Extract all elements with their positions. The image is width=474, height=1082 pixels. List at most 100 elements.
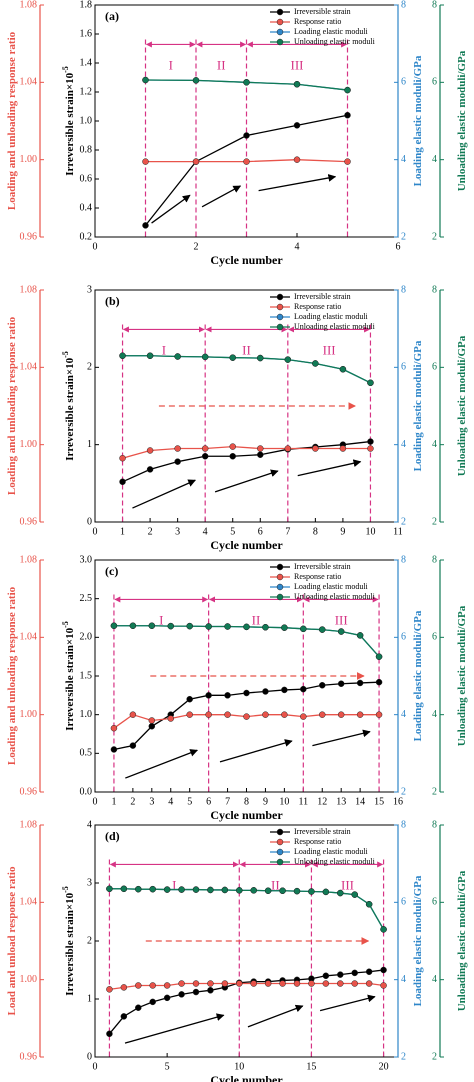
data-point [367, 445, 374, 452]
data-point [148, 622, 156, 629]
x-tick-label: 12 [317, 796, 327, 807]
panel: 0 2 4 6 Cycle number 0.2 0.4 0.6 0.8 1.0 1.2 1.4 1.6… [6, 0, 468, 267]
x-tick-label: 6 [396, 241, 401, 252]
data-point [262, 711, 269, 718]
data-point [312, 360, 319, 367]
data-point [380, 982, 387, 989]
stage-label: I [169, 57, 173, 72]
y4-tick-label: 1.08 [20, 284, 38, 295]
data-point [146, 447, 154, 454]
y2-tick-label: 2 [401, 786, 406, 797]
y-tick-label: 1.4 [80, 57, 93, 68]
legend-marker [276, 303, 284, 311]
legend-marker [276, 563, 284, 571]
legend-marker [276, 313, 284, 321]
axis-label-text: Unloading elastic moduli/GPa [456, 335, 468, 476]
data-point [375, 678, 383, 686]
y3-tick-label: 2 [432, 516, 437, 527]
axis-label-text: Loading and unloading response ratio [6, 31, 18, 210]
legend-marker [276, 828, 284, 836]
series-line [122, 445, 371, 459]
y4-tick-label: 1.08 [20, 0, 38, 10]
legend-label: Loading elastic moduli [294, 582, 369, 591]
x-tick-label: 5 [187, 796, 192, 807]
trend-arrow [201, 185, 242, 208]
data-point [149, 885, 156, 893]
data-point [365, 901, 373, 908]
data-point [337, 680, 345, 687]
data-point [186, 711, 193, 718]
x-tick-label: 13 [336, 796, 346, 807]
trend-arrow [125, 749, 198, 779]
x-tick-label: 10 [365, 526, 375, 537]
trend-arrow [151, 194, 191, 224]
y3-tick-label: 4 [432, 154, 437, 165]
data-point [380, 926, 387, 933]
data-point [221, 980, 229, 987]
axis-label-text: Load and unload response ratio [6, 866, 18, 1015]
data-point [229, 443, 236, 450]
x-tick-label: 0 [93, 796, 98, 807]
y2-tick-label: 2 [401, 1051, 406, 1062]
x-tick-label: 2 [130, 796, 135, 807]
data-point [207, 980, 214, 987]
y4-tick-label: 1.04 [20, 77, 38, 88]
y-tick-label: 0.5 [80, 748, 93, 759]
data-point [192, 980, 200, 987]
data-point [367, 379, 374, 387]
y4-tick-label: 1.04 [20, 897, 38, 908]
data-point [250, 980, 257, 987]
y-axis-label: Irreversible strain×10-5 [61, 66, 76, 176]
legend-marker [276, 593, 284, 601]
axis-label-text: Unloading elastic moduli/GPa [456, 870, 468, 1011]
data-point [192, 77, 200, 84]
y2-axis-label: Loading elastic moduli/GPa [412, 55, 424, 186]
data-point [205, 623, 212, 630]
x-tick-label: 3 [149, 796, 154, 807]
y4-tick-label: 1.08 [20, 819, 38, 830]
x-tick-label: 7 [225, 796, 230, 807]
data-point [110, 622, 118, 629]
x-tick-label: 9 [340, 526, 345, 537]
data-point [351, 891, 358, 898]
trend-arrow [319, 994, 376, 1012]
x-tick-label: 4 [203, 526, 208, 537]
data-point [250, 887, 257, 894]
data-point [257, 451, 264, 458]
y3-tick-label: 8 [432, 554, 437, 565]
x-tick-label: 2 [148, 526, 153, 537]
data-point [351, 969, 358, 977]
axis-label-text: Irreversible strain×10 [64, 892, 76, 995]
axis-label-text: Loading and unloading response ratio [6, 316, 18, 495]
y2-axis-label: Loading elastic moduli/GPa [412, 875, 424, 1006]
y-tick-label: 1 [87, 993, 92, 1004]
data-point [375, 653, 383, 660]
y4-axis-label: Loading and unloading response ratio [6, 586, 18, 765]
data-point [163, 982, 171, 989]
y3-tick-label: 2 [432, 1051, 437, 1062]
axis-label-text: Loading and unloading response ratio [6, 586, 18, 765]
data-point [207, 886, 214, 894]
y-axis-label: Irreversible strain×10-5 [61, 351, 76, 461]
stage-label: I [172, 877, 176, 892]
data-point [106, 885, 113, 893]
data-point [322, 980, 330, 987]
data-point [178, 886, 185, 893]
data-point [351, 980, 358, 987]
data-point [167, 622, 174, 630]
data-point [229, 453, 236, 460]
panel-label: (c) [105, 564, 118, 578]
data-point [300, 713, 307, 720]
axis-label-text: Irreversible strain×10 [64, 72, 76, 175]
data-point [312, 445, 319, 452]
data-point [178, 980, 185, 987]
data-point [264, 887, 272, 894]
legend-marker [276, 293, 284, 301]
y3-tick-label: 6 [432, 632, 437, 643]
data-point [293, 887, 301, 895]
y4-tick-label: 1.00 [20, 154, 38, 165]
data-point [236, 887, 243, 894]
panel-label: (b) [105, 294, 120, 308]
stage-label: III [335, 612, 348, 627]
data-point [243, 713, 250, 720]
